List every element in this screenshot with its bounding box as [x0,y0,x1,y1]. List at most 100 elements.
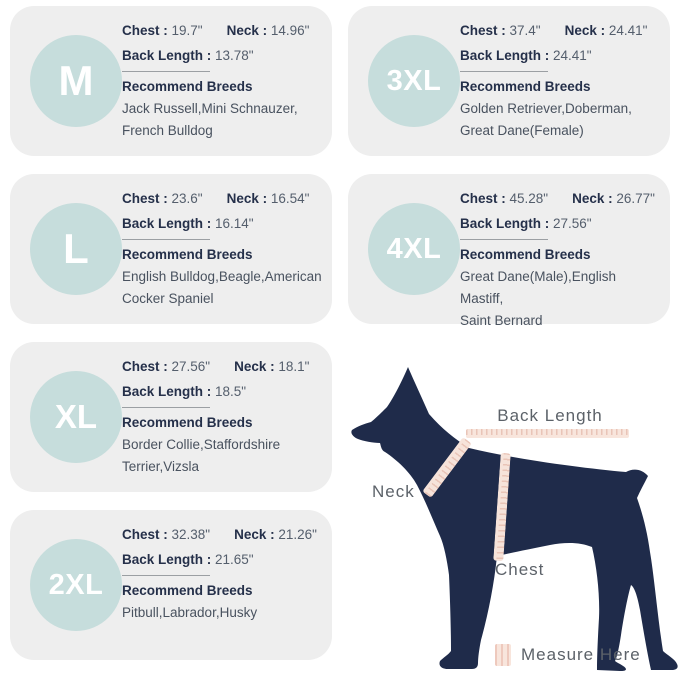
chest-measurement: Chest : 32.38" [122,527,210,542]
neck-value: 21.26" [278,526,317,542]
back-length-value: 13.78" [215,47,254,63]
size-card-4xl: 4XL Chest : 45.28" Neck : 26.77" Back Le… [348,174,670,328]
tape-swatch-icon [495,644,511,666]
back-length-value: 24.41" [553,47,592,63]
separator: : [258,190,271,206]
measurement-row: Back Length : 21.65" [122,550,324,568]
chest-label: Chest [122,358,160,374]
measure-here-legend: Measure Here [495,644,641,666]
breeds-line: Saint Bernard [460,313,543,328]
separator: : [203,383,216,399]
size-card-3xl: 3XL Chest : 37.4" Neck : 24.41" Back Len… [348,6,670,156]
breeds-list: English Bulldog,Beagle,American Cocker Sp… [122,266,324,310]
breeds-line: Border Collie,Staffordshire [122,437,281,452]
measurement-row: Back Length : 13.78" [122,46,324,64]
separator: : [596,22,609,38]
dog-measurement-diagram: Back Length Neck Chest Measure Here [345,340,679,676]
neck-measurement: Neck : 26.77" [572,191,655,206]
back-length-label: Back Length [122,383,204,399]
breeds-line: French Bulldog [122,123,213,138]
recommend-breeds-heading: Recommend Breeds [122,247,253,262]
breeds-line: Cocker Spaniel [122,291,214,306]
chest-label: Chest [460,190,498,206]
measurement-row: Back Length : 24.41" [460,46,662,64]
back-length-tape [466,429,629,438]
size-badge: L [30,203,122,295]
breeds-list: Jack Russell,Mini Schnauzer, French Bulld… [122,98,324,142]
size-card-2xl: 2XL Chest : 32.38" Neck : 21.26" Back Le… [10,510,332,660]
dog-body-shape [351,367,678,671]
size-card-content: Chest : 45.28" Neck : 26.77" Back Length… [460,189,662,332]
measurement-row: Chest : 23.6" Neck : 16.54" [122,189,324,207]
back-length-figure-label: Back Length [497,406,603,425]
breeds-line: English Bulldog,Beagle,American [122,269,322,284]
size-code: L [63,225,89,272]
divider [122,407,210,408]
separator: : [159,358,172,374]
neck-figure-label: Neck [372,482,415,501]
size-card-xl: XL Chest : 27.56" Neck : 18.1" Back Leng… [10,342,332,492]
neck-value: 26.77" [616,190,655,206]
neck-label: Neck [226,22,259,38]
back-length-measurement: Back Length : 13.78" [122,48,254,63]
chest-value: 27.56" [171,358,211,374]
separator: : [203,551,216,567]
chest-measurement: Chest : 19.7" [122,23,203,38]
chest-value: 45.28" [509,190,549,206]
breeds-line: Jack Russell,Mini Schnauzer, [122,101,298,116]
recommend-breeds-heading: Recommend Breeds [122,79,253,94]
neck-value: 24.41" [608,22,648,38]
measurement-row: Back Length : 18.5" [122,382,324,400]
measurement-row: Chest : 32.38" Neck : 21.26" [122,525,324,543]
chest-value: 23.6" [171,190,203,206]
separator: : [258,22,271,38]
neck-label: Neck [564,22,597,38]
neck-measurement: Neck : 21.26" [234,527,317,542]
size-code: M [58,57,94,104]
breeds-list: Golden Retriever,Doberman, Great Dane(Fem… [460,98,662,142]
separator: : [203,47,216,63]
measurement-row: Chest : 27.56" Neck : 18.1" [122,357,324,375]
chest-label: Chest [122,22,160,38]
neck-measurement: Neck : 14.96" [227,23,310,38]
recommend-breeds-heading: Recommend Breeds [122,583,253,598]
back-length-label: Back Length [460,215,542,231]
separator: : [159,526,172,542]
breeds-list: Pitbull,Labrador,Husky [122,602,324,624]
separator: : [266,358,279,374]
size-card-content: Chest : 19.7" Neck : 14.96" Back Length … [122,21,324,142]
chest-label: Chest [122,526,160,542]
chest-measurement: Chest : 45.28" [460,191,548,206]
recommend-breeds-heading: Recommend Breeds [122,415,253,430]
back-length-label: Back Length [122,551,204,567]
size-card-content: Chest : 27.56" Neck : 18.1" Back Length … [122,357,324,478]
measurement-row: Chest : 19.7" Neck : 14.96" [122,21,324,39]
size-badge: 2XL [30,539,122,631]
separator: : [497,22,510,38]
neck-value: 14.96" [270,22,310,38]
size-badge: 4XL [368,203,460,295]
neck-label: Neck [234,358,267,374]
size-badge: M [30,35,122,127]
dog-silhouette-illustration [351,367,678,671]
measure-here-label: Measure Here [521,645,641,664]
neck-value: 18.1" [278,358,310,374]
recommend-breeds-heading: Recommend Breeds [460,79,591,94]
separator: : [203,215,216,231]
separator: : [604,190,617,206]
size-card-content: Chest : 32.38" Neck : 21.26" Back Length… [122,525,324,624]
chest-measurement: Chest : 23.6" [122,191,203,206]
back-length-value: 16.14" [215,215,254,231]
divider [122,71,210,72]
size-card-m: M Chest : 19.7" Neck : 14.96" Back Lengt… [10,6,332,156]
breeds-list: Great Dane(Male),English Mastiff, Saint B… [460,266,662,332]
back-length-label: Back Length [122,215,204,231]
back-length-measurement: Back Length : 21.65" [122,552,254,567]
size-card-l: L Chest : 23.6" Neck : 16.54" Back Lengt… [10,174,332,324]
size-code: XL [54,398,98,435]
separator: : [497,190,510,206]
breeds-line: Great Dane(Female) [460,123,584,138]
neck-label: Neck [572,190,605,206]
neck-measurement: Neck : 16.54" [227,191,310,206]
separator: : [159,22,172,38]
